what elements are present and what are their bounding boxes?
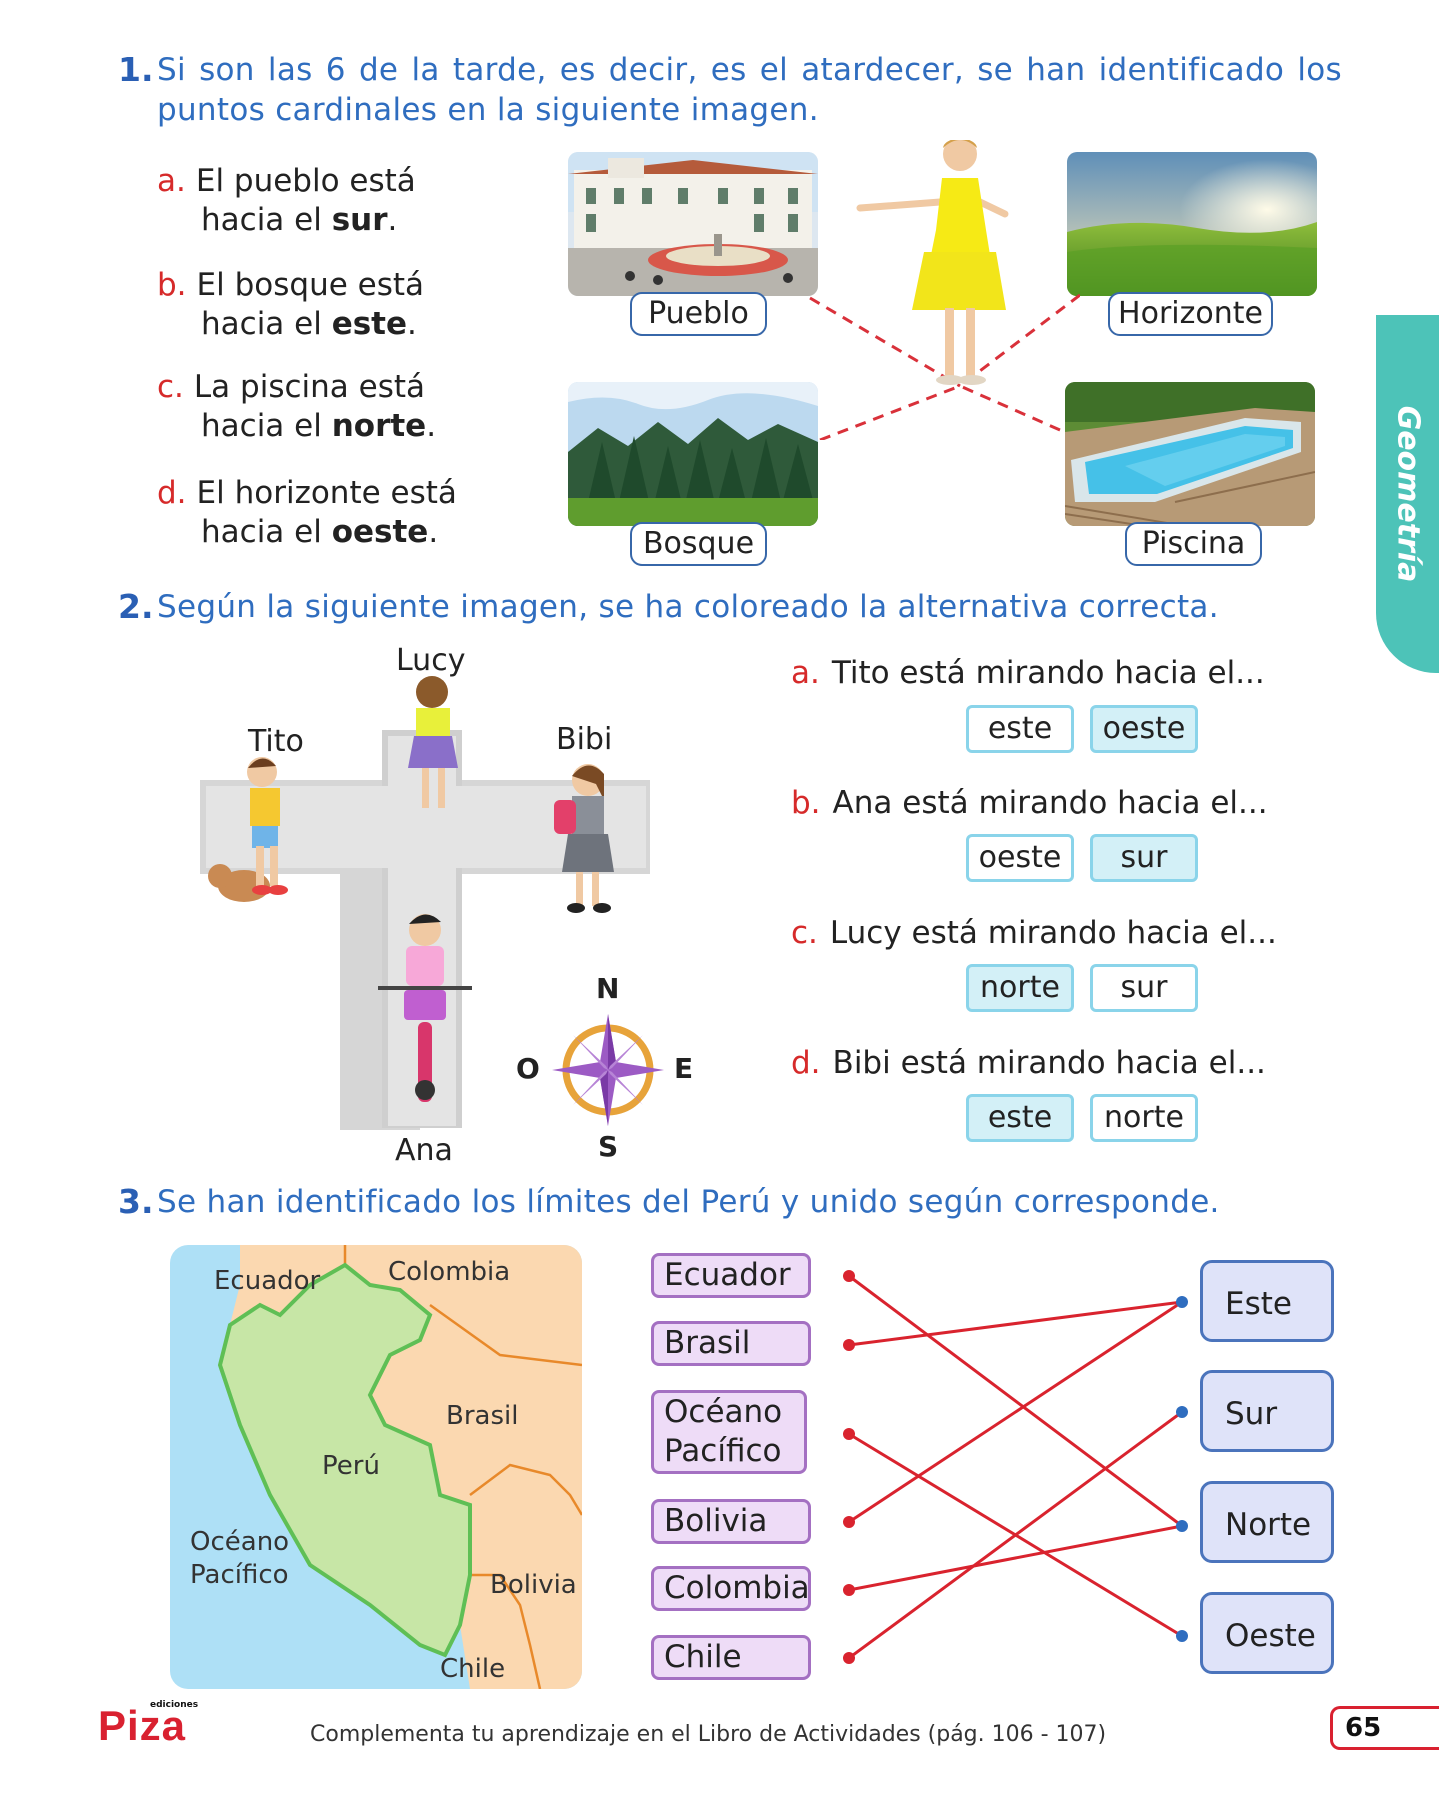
line-bolivia-este	[848, 1300, 1183, 1524]
horizonte-photo	[1067, 152, 1317, 296]
q2-question-d: d. Bibi está mirando hacia el...	[791, 1045, 1266, 1081]
map-label-peru: Perú	[322, 1451, 380, 1481]
q1-number: 1.	[118, 50, 154, 89]
side-tab-label: Geometría	[1390, 405, 1425, 583]
compass-e: E	[674, 1052, 694, 1085]
direction-box-norte[interactable]: Norte	[1200, 1481, 1334, 1563]
footer-text: Complementa tu aprendizaje en el Libro d…	[310, 1722, 1107, 1747]
compass-s: S	[598, 1130, 619, 1163]
logo-text: Piza	[98, 1702, 187, 1749]
q2-b-option-oeste[interactable]: oeste	[966, 834, 1074, 882]
q2-question-c: c. Lucy está mirando hacia el...	[791, 915, 1277, 951]
line-chile-sur	[848, 1410, 1183, 1660]
direction-box-este[interactable]: Este	[1200, 1260, 1334, 1342]
q2-b-option-sur[interactable]: sur	[1090, 834, 1198, 882]
q2-number: 2.	[118, 587, 154, 626]
crossroad-illustration	[200, 676, 650, 1130]
lucy-figure	[408, 676, 458, 808]
bibi-name: Bibi	[556, 722, 613, 757]
page-number: 65	[1345, 1713, 1382, 1743]
piscina-photo	[1065, 382, 1315, 526]
q2-c-option-norte[interactable]: norte	[966, 964, 1074, 1012]
ana-figure	[378, 914, 472, 1102]
q1-statement-c: c. La piscina está hacia el norte.	[157, 369, 437, 444]
compass-n: N	[596, 972, 620, 1005]
country-box-bolivia[interactable]: Bolivia	[651, 1499, 811, 1544]
line-brasil-este	[848, 1300, 1183, 1347]
line-oceano-oeste	[848, 1432, 1183, 1638]
side-tab-geometria: Geometría	[1376, 315, 1439, 673]
piscina-label: Piscina	[1125, 522, 1262, 566]
country-box-brasil[interactable]: Brasil	[651, 1321, 811, 1366]
direction-box-sur[interactable]: Sur	[1200, 1370, 1334, 1452]
q1-statement-d: d. El horizonte está hacia el oeste.	[157, 475, 457, 550]
logo-small-text: ediciones	[150, 1700, 199, 1710]
compass-rose-icon	[552, 1014, 664, 1126]
country-box-chile[interactable]: Chile	[651, 1635, 811, 1680]
line-colombia-norte	[848, 1524, 1183, 1592]
pueblo-photo	[568, 152, 818, 296]
map-label-colombia: Colombia	[388, 1257, 511, 1287]
line-ecuador-norte	[848, 1274, 1183, 1528]
q3-number: 3.	[118, 1182, 154, 1221]
q2-c-option-sur[interactable]: sur	[1090, 964, 1198, 1012]
country-box-colombia[interactable]: Colombia	[651, 1566, 811, 1611]
tito-figure	[208, 757, 288, 902]
map-label-chile: Chile	[440, 1654, 506, 1684]
bosque-photo	[568, 382, 818, 526]
pueblo-label: Pueblo	[630, 292, 767, 336]
ana-name: Ana	[395, 1133, 453, 1168]
lucy-name: Lucy	[396, 643, 466, 678]
map-label-brasil: Brasil	[446, 1401, 519, 1431]
q2-question-a: a. Tito está mirando hacia el...	[791, 655, 1265, 691]
bibi-figure	[554, 764, 614, 913]
q2-d-option-norte[interactable]: norte	[1090, 1094, 1198, 1142]
horizonte-label: Horizonte	[1108, 292, 1273, 336]
map-label-bolivia: Bolivia	[490, 1570, 577, 1600]
q2-a-option-este[interactable]: este	[966, 705, 1074, 753]
q1-text: Si son las 6 de la tarde, es decir, es e…	[157, 52, 1342, 128]
q1-girl-diagram	[809, 140, 1080, 440]
page-number-box: 65	[1330, 1706, 1439, 1750]
tito-name: Tito	[248, 724, 304, 759]
map-label-ecuador: Ecuador	[214, 1266, 321, 1296]
q1-statement-b: b. El bosque está hacia el este.	[157, 267, 425, 342]
country-box-oceano-pacifico[interactable]: Océano Pacífico	[651, 1390, 807, 1474]
country-box-ecuador[interactable]: Ecuador	[651, 1253, 811, 1298]
direction-box-oeste[interactable]: Oeste	[1200, 1592, 1334, 1674]
peru-map	[170, 1245, 582, 1689]
bosque-label: Bosque	[630, 522, 767, 566]
publisher-logo: ediciones Piza	[98, 1700, 198, 1750]
q2-d-option-este[interactable]: este	[966, 1094, 1074, 1142]
q1-statement-a: a. El pueblo está hacia el sur.	[157, 163, 416, 238]
map-label-oceano: Océano Pacífico	[190, 1527, 290, 1590]
q2-text: Según la siguiente imagen, se ha colorea…	[157, 589, 1219, 625]
q2-question-b: b. Ana está mirando hacia el...	[791, 785, 1268, 821]
q2-a-option-oeste[interactable]: oeste	[1090, 705, 1198, 753]
compass-o: O	[516, 1052, 540, 1085]
q3-text: Se han identificado los límites del Perú…	[157, 1184, 1220, 1220]
